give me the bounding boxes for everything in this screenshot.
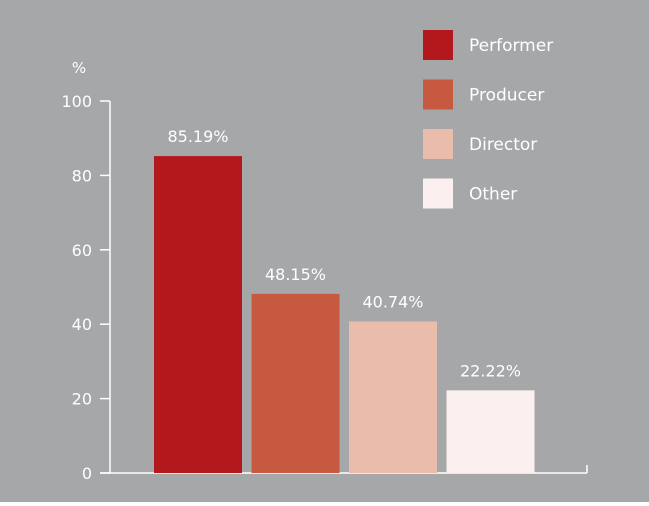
y-tick-label: 0 xyxy=(82,464,92,483)
y-axis-label: % xyxy=(72,59,86,77)
legend-swatch-director xyxy=(423,129,453,159)
legend-swatch-producer xyxy=(423,79,453,110)
bars-group: 85.19% 48.15% 40.74% 22.22% xyxy=(154,127,535,473)
legend-label-director: Director xyxy=(469,135,537,155)
y-tick-label: 40 xyxy=(72,315,92,334)
legend-label-performer: Performer xyxy=(469,36,553,56)
y-tick-label: 60 xyxy=(72,241,92,260)
bar-director xyxy=(349,321,437,473)
data-label-director: 40.74% xyxy=(362,292,423,311)
legend-swatch-other xyxy=(423,178,453,209)
data-label-performer: 85.19% xyxy=(167,127,228,146)
bar-producer xyxy=(251,293,340,473)
data-label-other: 22.22% xyxy=(460,361,521,380)
legend-label-producer: Producer xyxy=(469,86,544,106)
bar-performer xyxy=(154,156,242,473)
y-tick-label: 80 xyxy=(72,166,92,185)
legend-swatch-performer xyxy=(423,30,453,60)
y-tick-label: 20 xyxy=(72,390,92,409)
data-label-producer: 48.15% xyxy=(265,265,326,284)
bar-other xyxy=(446,390,535,473)
legend: Performer Producer Director Other xyxy=(423,30,553,209)
legend-label-other: Other xyxy=(469,185,517,205)
y-tick-label: 100 xyxy=(61,92,92,111)
